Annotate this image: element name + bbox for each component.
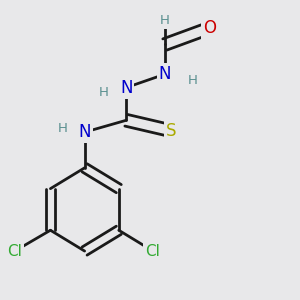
Text: H: H (57, 122, 67, 135)
Text: Cl: Cl (7, 244, 22, 259)
Text: H: H (160, 14, 170, 27)
Text: N: N (78, 123, 91, 141)
Text: N: N (120, 79, 133, 97)
Text: O: O (203, 19, 216, 37)
Text: H: H (188, 74, 198, 87)
Text: S: S (166, 122, 176, 140)
Text: H: H (99, 86, 109, 99)
Text: Cl: Cl (146, 244, 160, 259)
Text: N: N (159, 65, 171, 83)
